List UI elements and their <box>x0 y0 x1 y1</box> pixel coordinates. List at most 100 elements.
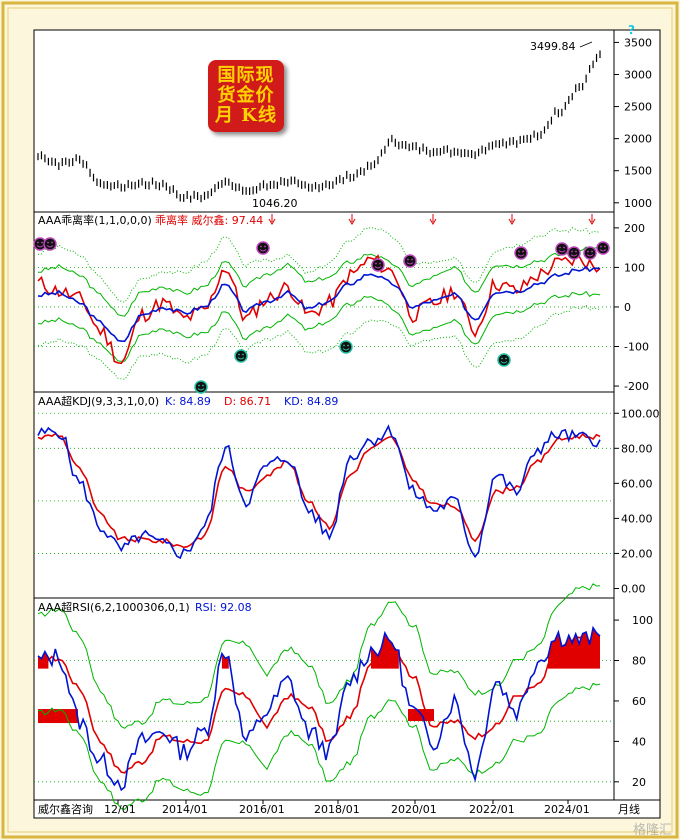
smiley-eye <box>51 241 53 244</box>
smiley-eye <box>41 241 43 244</box>
smiley-face-icon <box>234 349 248 363</box>
rsi-lower-band <box>37 682 601 810</box>
smiley-eye <box>379 262 381 265</box>
smiley-eye <box>411 258 413 261</box>
x-axis-label: 2020/01 <box>391 803 437 816</box>
x-axis-label: 2022/01 <box>469 803 515 816</box>
kdj-layer <box>37 424 601 560</box>
plot-area <box>33 29 615 801</box>
question-mark-icon: ? <box>628 23 635 37</box>
kdj-axis-label: 60.00 <box>621 477 653 490</box>
rsi-upper-band <box>37 583 601 729</box>
kdj-header: AAA超KDJ(9,3,3,1,0,0) <box>38 394 159 408</box>
smiley-eye <box>264 245 266 248</box>
price-axis-label: 3000 <box>624 68 652 81</box>
smiley-mouth <box>517 254 525 257</box>
smiley-mouth <box>599 249 607 252</box>
x-axis-label: 2024/01 <box>544 803 590 816</box>
kdj-k-line <box>37 424 601 560</box>
bias-lower-band <box>37 290 601 362</box>
bias-axis-label: 200 <box>624 222 645 235</box>
smiley-face-icon <box>371 258 385 272</box>
smiley-eye <box>242 353 244 356</box>
title-line-2: 货金价 <box>217 85 275 106</box>
title-stamp: 国际现 货金价 月 K线 <box>208 60 284 132</box>
smiley-face-icon <box>256 241 270 255</box>
smiley-mouth <box>197 388 205 391</box>
kdj-axis-label: 0.00 <box>621 582 646 595</box>
bias-layer <box>33 214 610 394</box>
smiley-eye <box>559 246 561 249</box>
price-axis-label: 2000 <box>624 133 652 146</box>
kdj-kd-label: KD: 84.89 <box>284 395 338 408</box>
rsi-header: AAA超RSI(6,2,1000306,0,1) <box>38 600 190 614</box>
smiley-mouth <box>259 249 267 252</box>
smiley-eye <box>591 250 593 253</box>
rsi-axis-label: 100 <box>632 614 653 627</box>
price-high-annotation: 3499.84 <box>530 40 576 53</box>
bias-outer-lower-band <box>37 304 601 380</box>
smiley-eye <box>600 245 602 248</box>
bias-line-blue <box>37 265 601 343</box>
kdj-axis-label: 100.00 <box>621 407 660 420</box>
right-axis <box>613 29 661 801</box>
rsi-signal-line <box>37 634 600 774</box>
rsi-layer <box>37 583 601 810</box>
price-axis-label: 1000 <box>624 197 652 210</box>
smiley-eye <box>407 258 409 261</box>
signal-down-arrow-head <box>348 218 356 225</box>
smiley-mouth <box>46 245 54 248</box>
smiley-mouth <box>570 254 578 257</box>
bias-axis-label: 100 <box>624 261 645 274</box>
signal-down-arrow-head <box>268 218 276 225</box>
inner-frame <box>7 7 673 833</box>
x-axis-label: 2014/01 <box>162 803 208 816</box>
smiley-face-icon <box>596 241 610 255</box>
x-axis-label: 12/01 <box>104 803 136 816</box>
x-axis-label: 2018/01 <box>314 803 360 816</box>
smiley-eye <box>47 241 49 244</box>
rsi-axis-label: 80 <box>632 655 646 668</box>
x-axis-period-label: 月线 <box>618 802 640 816</box>
axis-labels-layer: 3500300025002000150010002001000-100-2001… <box>104 36 660 816</box>
kdj-axis-label: 80.00 <box>621 442 653 455</box>
smiley-mouth <box>237 357 245 360</box>
signal-down-arrow-head <box>588 218 596 225</box>
smiley-mouth <box>374 266 382 269</box>
bias-upper-band <box>37 246 601 317</box>
smiley-eye <box>571 250 573 253</box>
smiley-eye <box>604 245 606 248</box>
smiley-eye <box>375 262 377 265</box>
smiley-eye <box>260 245 262 248</box>
smiley-mouth <box>342 348 350 351</box>
smiley-eye <box>347 344 349 347</box>
smiley-mouth <box>500 361 508 364</box>
smiley-face-icon <box>583 246 597 260</box>
smiley-eye <box>587 250 589 253</box>
smiley-eye <box>563 246 565 249</box>
smiley-face-icon <box>339 340 353 354</box>
bias-axis-label: -100 <box>624 341 649 354</box>
price-low-annotation: 1046.20 <box>252 197 298 210</box>
rsi-axis-label: 20 <box>632 776 646 789</box>
kdj-axis-label: 40.00 <box>621 512 653 525</box>
high-annotation-pointer <box>579 41 593 48</box>
smiley-face-icon <box>194 380 208 394</box>
bias-line-red <box>37 254 601 365</box>
smiley-eye <box>37 241 39 244</box>
smiley-mouth <box>406 262 414 265</box>
rsi-axis-label: 60 <box>632 695 646 708</box>
signal-down-arrow-head <box>429 218 437 225</box>
kdj-axis-label: 20.00 <box>621 547 653 560</box>
title-line-3: 月 K线 <box>215 105 277 126</box>
price-axis-label: 3500 <box>624 36 652 49</box>
watermark: 格隆汇 <box>632 823 672 838</box>
smiley-eye <box>198 384 200 387</box>
kdj-k-label: K: 84.89 <box>165 395 211 408</box>
signal-down-arrow-head <box>508 218 516 225</box>
bias-series-label: 乖离率 威尔鑫: 97.44 <box>155 213 263 227</box>
price-bars-layer <box>37 41 601 203</box>
smiley-eye <box>202 384 204 387</box>
